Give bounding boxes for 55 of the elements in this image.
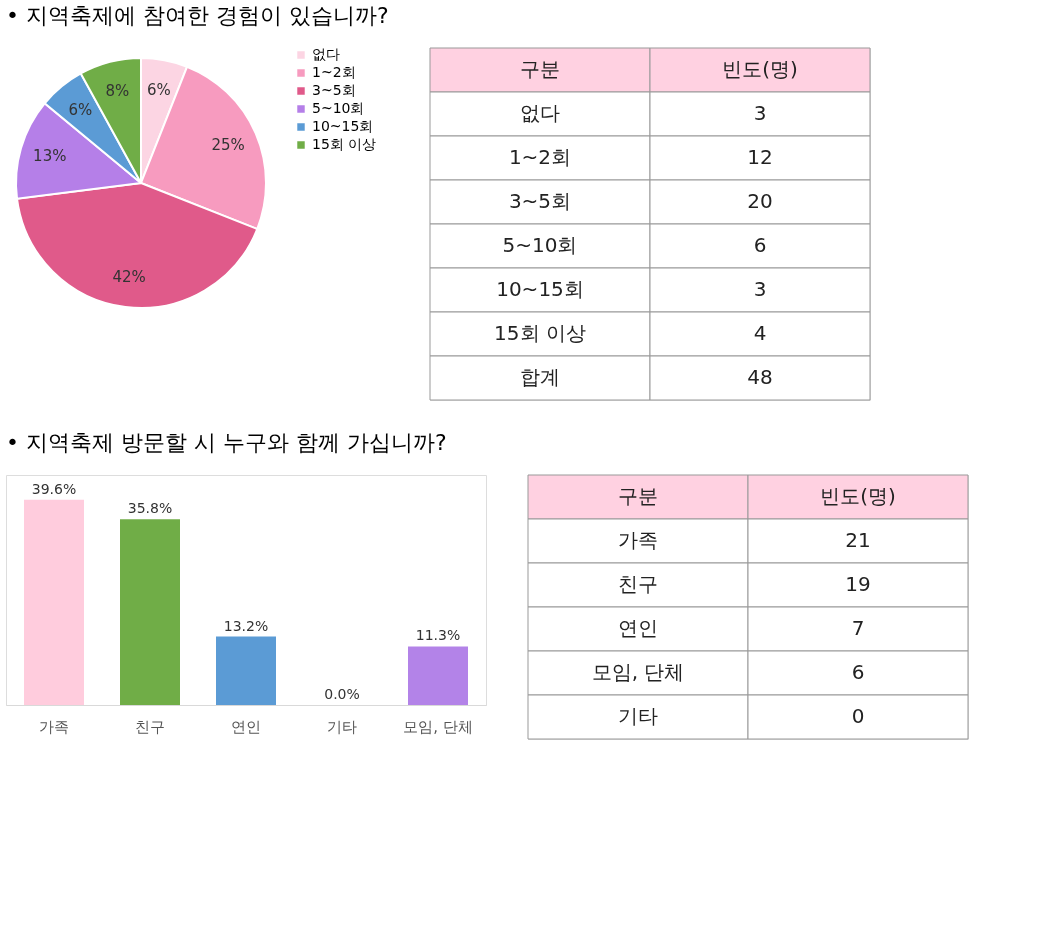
data-label: 8%	[105, 81, 130, 100]
data-label: 0	[851, 704, 865, 728]
data-label: 25%	[211, 136, 245, 155]
legend-label: 없다	[312, 46, 340, 62]
data-label: 6%	[146, 80, 171, 99]
x-tick-label: 친구	[135, 717, 165, 736]
data-label: 3	[753, 101, 767, 125]
text: 구분	[618, 484, 658, 508]
category-label: 친구	[618, 572, 658, 596]
x-tick-label: 기타	[327, 717, 357, 736]
data-label: 13%	[33, 147, 67, 166]
data-label: 19	[845, 572, 871, 596]
bar	[24, 499, 84, 705]
bar	[120, 519, 180, 705]
bar	[216, 636, 276, 705]
category-label: 1~2회	[508, 145, 572, 169]
bar	[408, 646, 468, 705]
data-label: 0.0%	[324, 686, 360, 702]
category-label: 10~15회	[496, 277, 584, 301]
data-label: 6	[753, 233, 767, 257]
data-label: 39.6%	[31, 480, 77, 497]
text: 구분	[520, 57, 560, 81]
data-label: 6	[851, 660, 865, 684]
data-label: 20	[747, 189, 773, 213]
legend-label: 1~2회	[312, 64, 356, 80]
text: 빈도(명)	[722, 57, 798, 81]
data-label: 21	[845, 528, 871, 552]
category-label: 모임, 단체	[591, 660, 685, 684]
x-tick-label: 연인	[231, 717, 261, 736]
x-tick-label: 가족	[39, 717, 69, 736]
legend-label: 15회 이상	[312, 136, 377, 152]
data-label: 4	[753, 321, 767, 345]
category-label: 가족	[618, 528, 658, 552]
legend-label: 3~5회	[312, 82, 356, 98]
data-label: 6%	[68, 100, 93, 119]
data-label: 13.2%	[223, 617, 269, 634]
category-label: 5~10회	[502, 233, 578, 257]
x-tick-label: 모임, 단체	[403, 717, 473, 736]
category-label: 15회 이상	[494, 321, 586, 345]
data-label: 42%	[112, 268, 146, 287]
chart-title: • 지역축제에 참여한 경험이 있습니까?	[6, 3, 389, 28]
category-label: 없다	[520, 101, 560, 125]
legend-label: 10~15회	[312, 118, 374, 134]
category-label: 합계	[520, 365, 560, 389]
category-label: 연인	[618, 616, 658, 640]
data-label: 3	[753, 277, 767, 301]
data-label: 11.3%	[415, 627, 461, 644]
data-label: 12	[747, 145, 773, 169]
data-label: 7	[851, 616, 865, 640]
data-label: 35.8%	[127, 500, 173, 517]
legend-label: 5~10회	[312, 100, 365, 116]
category-label: 3~5회	[508, 189, 572, 213]
text: 빈도(명)	[820, 484, 896, 508]
chart-title: • 지역축제 방문할 시 누구와 함께 가십니까?	[6, 430, 447, 455]
data-label: 48	[747, 365, 773, 389]
